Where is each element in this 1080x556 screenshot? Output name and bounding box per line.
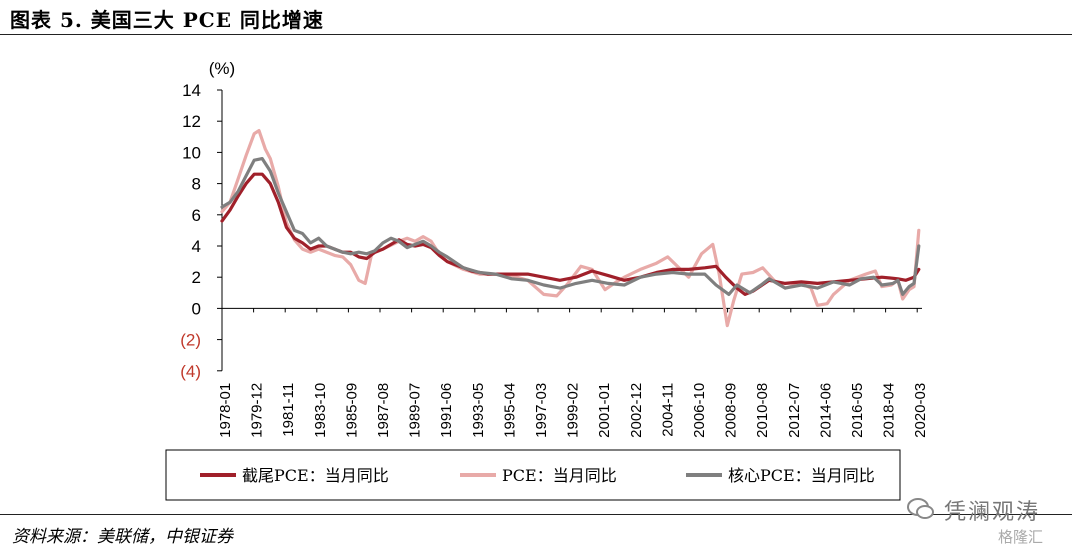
legend-label: 核心PCE：当月同比 (728, 466, 875, 485)
x-tick-label: 2012-07 (786, 383, 803, 438)
x-tick-label: 2010-08 (754, 383, 771, 438)
axes: (%) 14 12 10 8 6 4 2 0 (2) (4) 1978-01 1979-12 1981-1… (180, 59, 929, 438)
y-tick-label: 6 (192, 206, 201, 225)
x-tick-label: 1981-11 (280, 383, 297, 437)
top-divider (0, 34, 1072, 35)
watermark-sub: 格隆汇 (998, 528, 1044, 546)
x-tick-label: 1991-06 (438, 383, 455, 438)
y-tick-label: 0 (192, 299, 201, 318)
x-tick-label: 1983-10 (312, 383, 329, 438)
chart-area: (%) 14 12 10 8 6 4 2 0 (2) (4) 1978-01 1979-12 1981-1… (165, 59, 929, 501)
watermark: 凭澜观涛 格隆汇 (902, 492, 1072, 552)
y-tick-label: 4 (192, 237, 201, 256)
series-line-0 (220, 172, 921, 296)
watermark-text: 凭澜观涛 (944, 500, 1041, 525)
chart-title: 图表 5. 美国三大 PCE 同比增速 (10, 8, 324, 32)
source-note: 资料来源：美联储，中银证券 (12, 527, 233, 547)
x-tick-label: 1999-02 (565, 383, 582, 438)
y-tick-label: (4) (180, 362, 201, 381)
x-tick-label: 2006-10 (691, 383, 708, 438)
x-tick-label: 2018-04 (881, 383, 898, 438)
wechat-icon (907, 498, 934, 519)
y-tick-label: 2 (192, 268, 201, 287)
x-tick-label: 2001-01 (596, 383, 613, 438)
series-layer (220, 128, 921, 328)
x-tick-label: 2008-09 (723, 383, 740, 438)
x-tick-label: 2014-06 (817, 383, 834, 438)
series-line-1 (220, 128, 921, 328)
x-tick-label: 2016-05 (849, 383, 866, 438)
legend-box (165, 449, 901, 501)
x-tick-label: 1979-12 (249, 383, 266, 438)
x-tick-label: 1985-09 (343, 383, 360, 438)
legend-label: PCE：当月同比 (502, 466, 617, 485)
legend-label: 截尾PCE：当月同比 (242, 466, 389, 485)
series-line-2 (220, 156, 921, 296)
y-tick-label: 14 (182, 81, 201, 100)
x-tick-label: 1997-03 (533, 383, 550, 438)
bottom-divider (0, 514, 1072, 515)
y-tick-label: 8 (192, 175, 201, 194)
y-unit-label: (%) (209, 59, 235, 78)
x-tick-label: 2020-03 (912, 383, 929, 438)
x-tick-label: 1987-08 (375, 383, 392, 438)
y-tick-label: 12 (182, 112, 201, 131)
legend: 截尾PCE：当月同比 PCE：当月同比 核心PCE：当月同比 (165, 449, 901, 501)
x-tick-label: 1995-04 (501, 383, 518, 438)
y-tick-label: (2) (180, 331, 201, 350)
x-tick-label: 1993-05 (470, 383, 487, 438)
x-tick-label: 2002-12 (628, 383, 645, 438)
y-tick-label: 10 (182, 143, 201, 162)
x-tick-label: 1978-01 (217, 383, 234, 438)
x-tick-label: 2004-11 (659, 383, 676, 437)
x-tick-label: 1989-07 (407, 383, 424, 438)
